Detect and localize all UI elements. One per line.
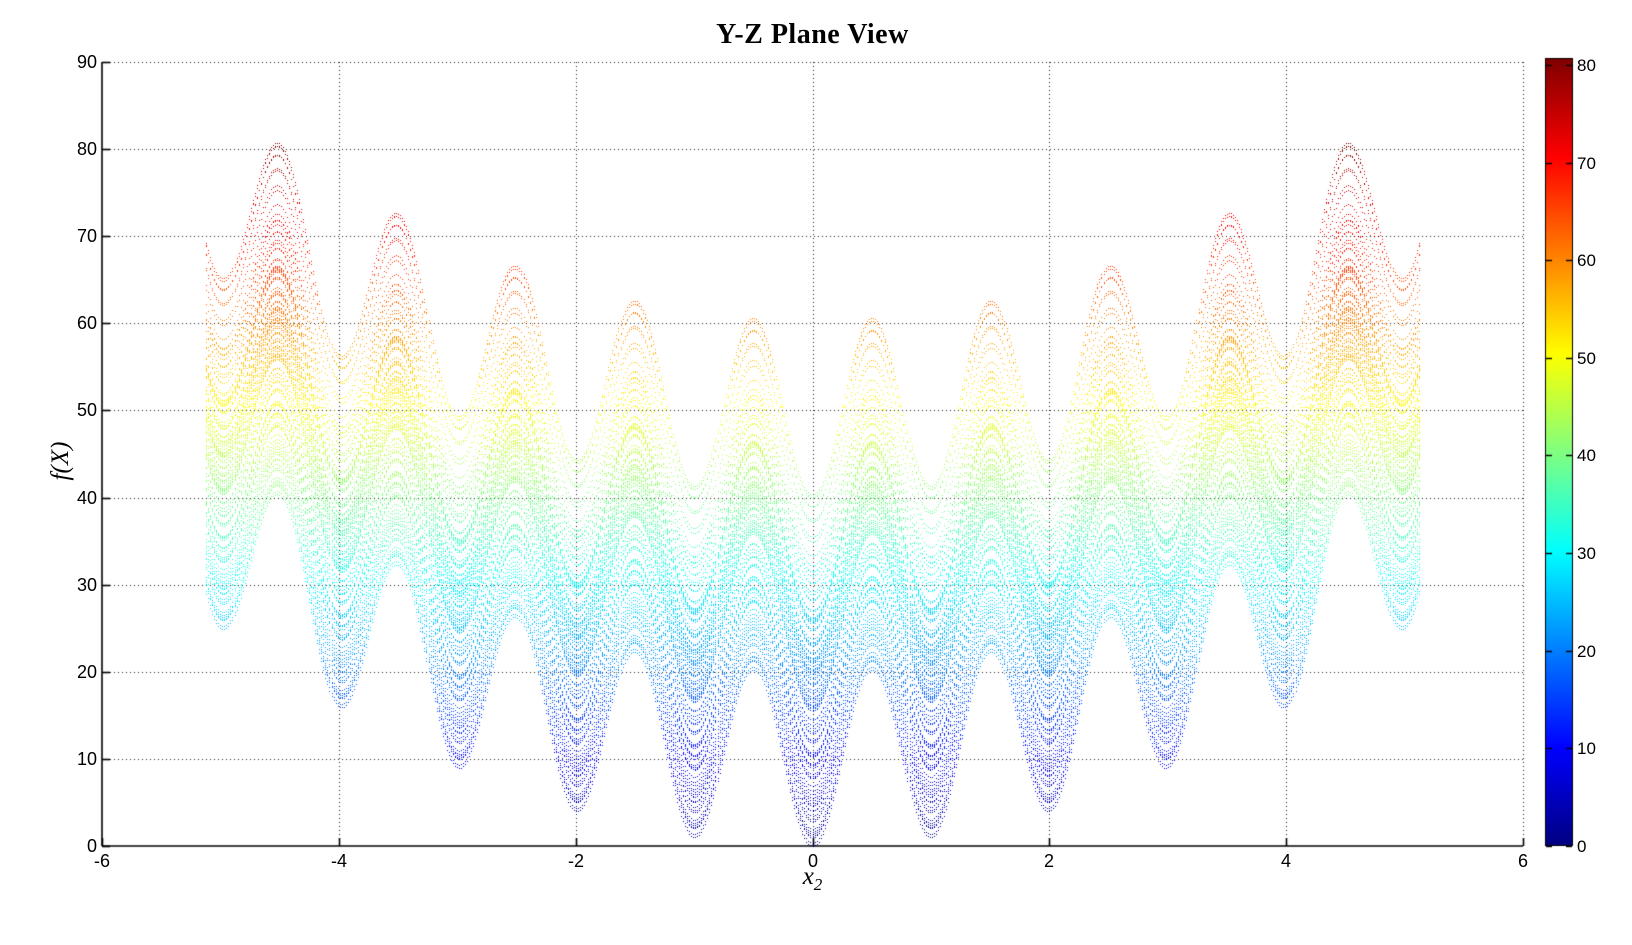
y-tick-label: 90 (76, 52, 97, 72)
colorbar-tick-label: 60 (1577, 251, 1596, 270)
x-axis-label-base: x (802, 863, 814, 890)
colorbar-tick-label: 10 (1577, 739, 1596, 758)
x-axis-label: x2 (102, 863, 1523, 894)
colorbar-tick-label: 70 (1577, 154, 1596, 173)
x-tick-label: -4 (330, 851, 347, 871)
y-tick-label: 70 (76, 226, 97, 246)
y-tick-label: 40 (76, 488, 97, 508)
x-axis-label-subscript: 2 (813, 875, 823, 894)
colorbar-tick-label: 20 (1577, 642, 1596, 661)
x-tick-label: -2 (567, 851, 584, 871)
y-tick-label: 30 (76, 575, 97, 595)
colorbar-tick-label: 50 (1577, 349, 1596, 368)
x-tick-label: -6 (93, 851, 110, 871)
x-tick-label: 0 (807, 851, 818, 871)
y-tick-label: 10 (76, 749, 97, 769)
y-tick-label: 60 (76, 313, 97, 333)
y-tick-label: 80 (76, 139, 97, 159)
x-tick-label: 2 (1043, 851, 1054, 871)
x-tick-label: 6 (1517, 851, 1528, 871)
y-tick-label: 50 (76, 400, 97, 420)
y-tick-label: 20 (76, 662, 97, 682)
y-tick-label: 0 (86, 836, 97, 856)
colorbar-tick-label: 0 (1577, 837, 1587, 856)
colorbar-tick-label: 40 (1577, 446, 1596, 465)
x-tick-label: 4 (1280, 851, 1291, 871)
chart-title: Y-Z Plane View (716, 19, 909, 50)
colorbar-tick-label: 80 (1577, 56, 1596, 75)
colorbar-tick-label: 30 (1577, 544, 1596, 563)
y-axis-label: f(X) (47, 441, 74, 481)
